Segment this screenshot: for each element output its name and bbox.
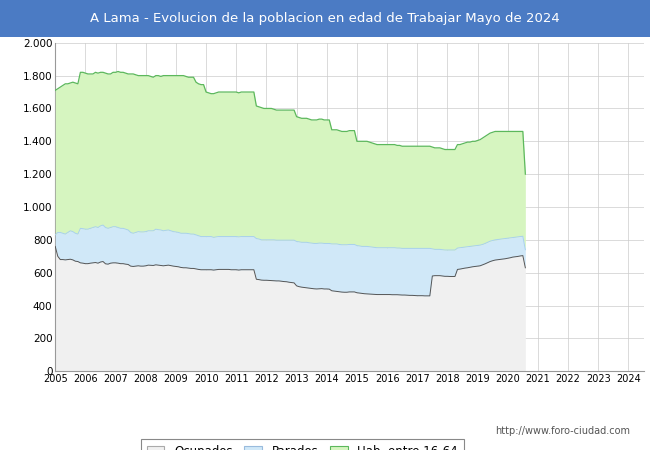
Legend: Ocupados, Parados, Hab. entre 16-64: Ocupados, Parados, Hab. entre 16-64 [141,439,463,450]
Text: A Lama - Evolucion de la poblacion en edad de Trabajar Mayo de 2024: A Lama - Evolucion de la poblacion en ed… [90,12,560,25]
Text: http://www.foro-ciudad.com: http://www.foro-ciudad.com [495,427,630,436]
